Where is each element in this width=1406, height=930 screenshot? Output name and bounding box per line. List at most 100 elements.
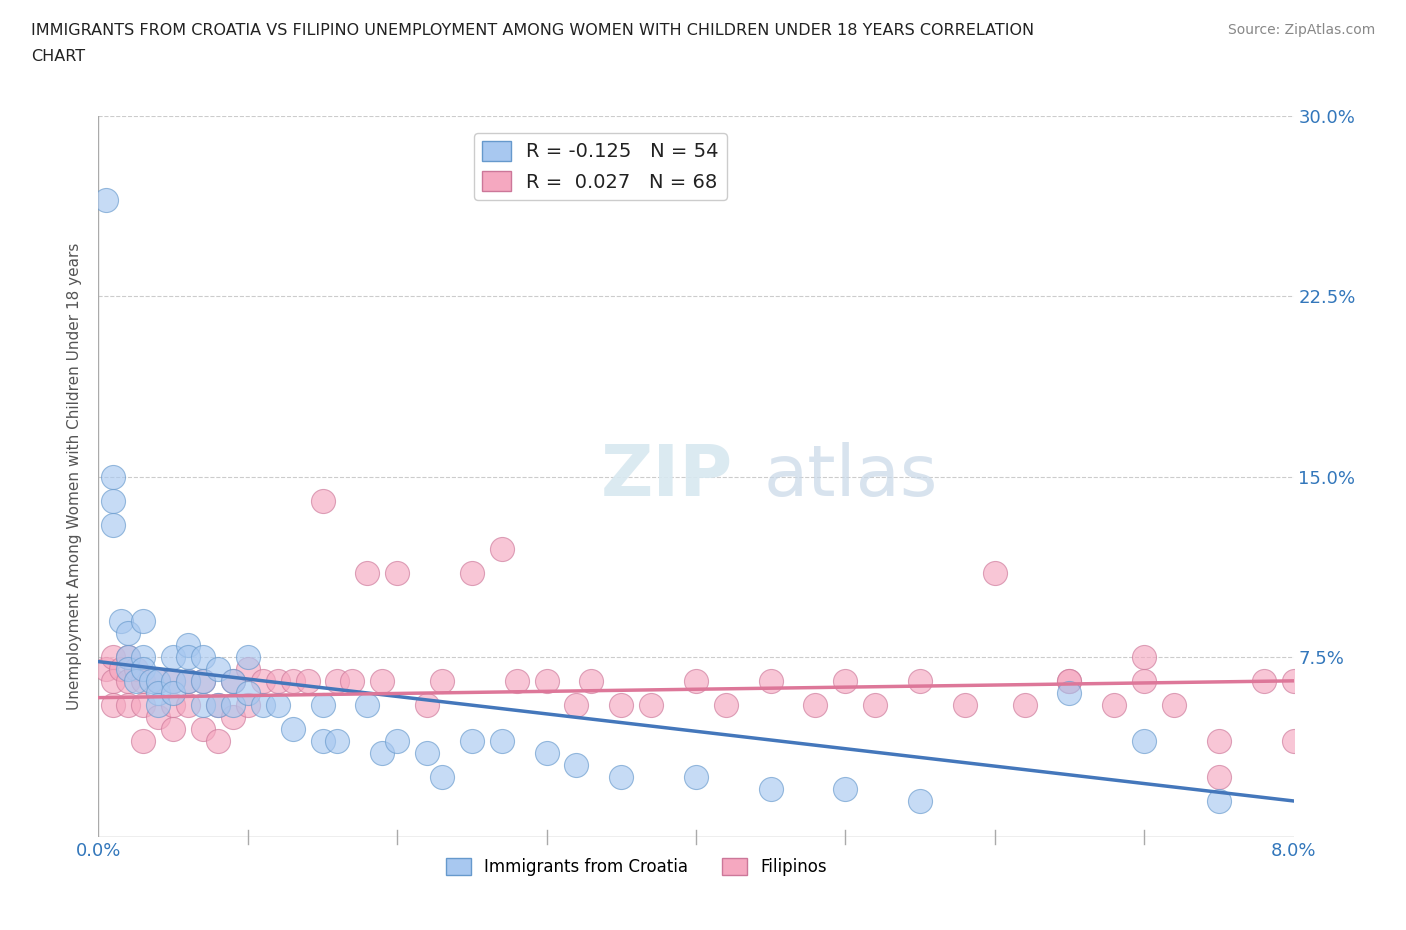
Point [177,673,200,688]
Point [148,673,170,688]
Point [177,673,200,688]
Point [191,649,214,664]
Point [236,685,259,700]
Point [1282,734,1305,749]
Point [117,649,139,664]
Point [162,673,184,688]
Point [1253,673,1275,688]
Point [222,710,245,724]
Point [94,193,117,207]
Point [536,746,558,761]
Point [125,673,148,688]
Point [834,781,856,796]
Point [281,722,304,737]
Point [148,685,170,700]
Point [103,517,125,532]
Point [356,698,378,712]
Point [371,746,394,761]
Point [1059,673,1081,688]
Point [640,698,662,712]
Point [953,698,976,712]
Point [311,734,333,749]
Point [610,698,633,712]
Text: IMMIGRANTS FROM CROATIA VS FILIPINO UNEMPLOYMENT AMONG WOMEN WITH CHILDREN UNDER: IMMIGRANTS FROM CROATIA VS FILIPINO UNEM… [31,23,1033,38]
Point [103,673,125,688]
Point [1208,793,1230,808]
Point [148,710,170,724]
Text: Source: ZipAtlas.com: Source: ZipAtlas.com [1227,23,1375,37]
Point [222,673,245,688]
Point [162,649,184,664]
Point [759,781,782,796]
Point [132,673,155,688]
Point [1014,698,1036,712]
Point [236,698,259,712]
Text: ZIP: ZIP [600,442,733,512]
Point [207,698,229,712]
Point [207,661,229,676]
Point [236,649,259,664]
Point [132,698,155,712]
Point [461,734,484,749]
Point [581,673,603,688]
Point [491,734,513,749]
Point [356,565,378,580]
Point [132,614,155,629]
Point [371,673,394,688]
Point [222,673,245,688]
Point [834,673,856,688]
Point [1133,649,1156,664]
Point [207,698,229,712]
Point [610,769,633,784]
Point [1133,734,1156,749]
Text: CHART: CHART [31,49,84,64]
Point [103,698,125,712]
Point [1133,673,1156,688]
Point [984,565,1007,580]
Point [908,673,931,688]
Point [267,673,290,688]
Point [1282,673,1305,688]
Point [103,493,125,508]
Point [125,661,148,676]
Point [804,698,827,712]
Point [252,673,274,688]
Point [191,698,214,712]
Point [94,661,117,676]
Point [1208,769,1230,784]
Point [342,673,364,688]
Point [148,698,170,712]
Point [565,757,588,772]
Point [565,698,588,712]
Point [191,722,214,737]
Point [865,698,887,712]
Point [148,673,170,688]
Point [281,673,304,688]
Point [222,698,245,712]
Point [685,673,707,688]
Point [207,734,229,749]
Point [1059,673,1081,688]
Point [267,698,290,712]
Point [311,493,333,508]
Y-axis label: Unemployment Among Women with Children Under 18 years: Unemployment Among Women with Children U… [67,243,83,711]
Point [430,769,453,784]
Point [117,673,139,688]
Point [139,673,162,688]
Point [326,734,349,749]
Point [685,769,707,784]
Point [191,673,214,688]
Point [506,673,529,688]
Point [491,541,513,556]
Point [536,673,558,688]
Text: atlas: atlas [763,442,938,512]
Point [162,722,184,737]
Point [117,625,139,640]
Point [162,673,184,688]
Point [103,649,125,664]
Point [385,565,409,580]
Point [132,649,155,664]
Point [416,746,439,761]
Point [326,673,349,688]
Point [191,673,214,688]
